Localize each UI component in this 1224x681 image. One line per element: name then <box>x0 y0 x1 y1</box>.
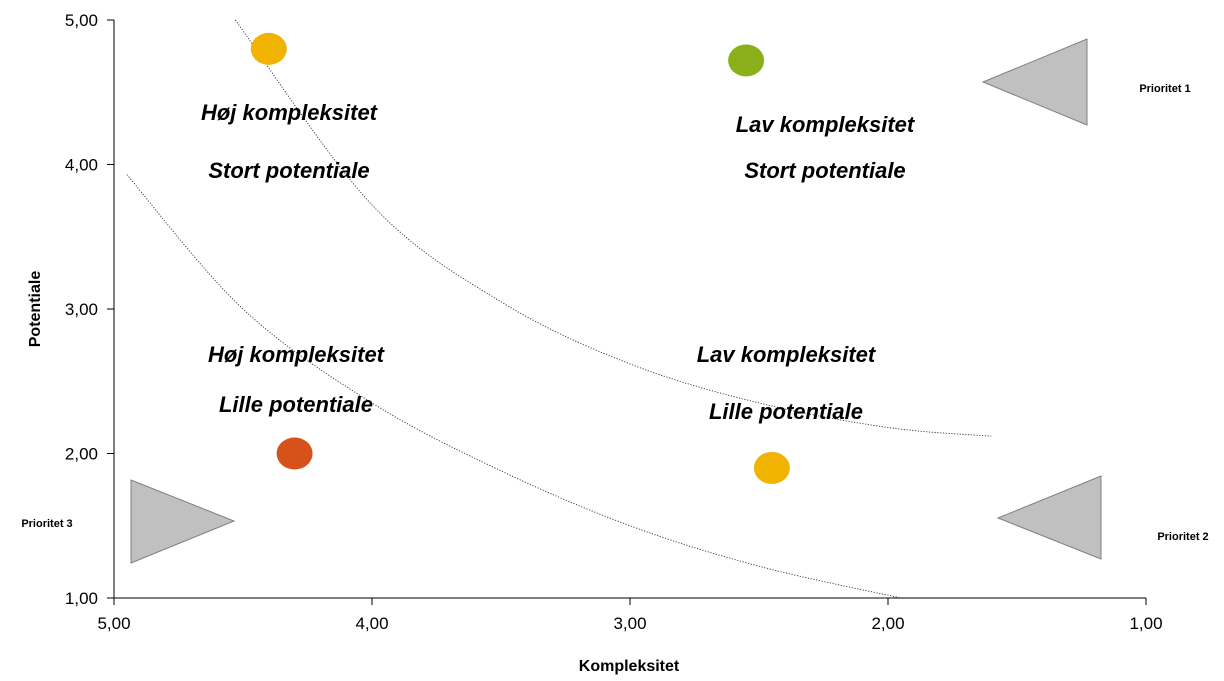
priority-1-label: Prioritet 1 <box>1139 83 1190 95</box>
boundary-curve-1 <box>234 19 992 437</box>
priority-2-arrow <box>996 475 1102 560</box>
data-point <box>728 44 765 77</box>
priority-2-label: Prioritet 2 <box>1157 531 1208 543</box>
boundary-curve-2 <box>126 174 901 599</box>
y-tick-label: 5,00 <box>65 11 98 30</box>
x-tick-label: 5,00 <box>97 614 130 633</box>
x-tick-label: 2,00 <box>871 614 904 633</box>
annotation-bottom-left-line1: Høj kompleksitet <box>208 342 386 367</box>
y-axis-title: Potentiale <box>27 271 44 348</box>
y-tick-label: 4,00 <box>65 156 98 175</box>
y-tick-label: 3,00 <box>65 300 98 319</box>
x-tick-label: 3,00 <box>613 614 646 633</box>
data-point <box>753 451 790 484</box>
priority-1-arrow <box>981 38 1088 126</box>
annotation-bottom-right-line2: Lille potentiale <box>709 399 863 424</box>
priority-3-label: Prioritet 3 <box>21 518 72 530</box>
y-tick-label: 2,00 <box>65 445 98 464</box>
priority-3-arrow <box>130 479 236 564</box>
data-point <box>276 437 313 470</box>
annotation-top-right-line1: Lav kompleksitet <box>736 112 916 137</box>
annotation-top-left-line1: Høj kompleksitet <box>201 100 379 125</box>
annotation-top-left-line2: Stort potentiale <box>208 158 369 183</box>
annotation-bottom-right-line1: Lav kompleksitet <box>697 342 877 367</box>
x-axis-title: Kompleksitet <box>579 658 680 675</box>
annotation-bottom-left-line2: Lille potentiale <box>219 392 373 417</box>
data-point <box>250 32 287 65</box>
y-tick-label: 1,00 <box>65 589 98 608</box>
x-tick-label: 4,00 <box>355 614 388 633</box>
annotation-top-right-line2: Stort potentiale <box>744 158 905 183</box>
x-tick-label: 1,00 <box>1129 614 1162 633</box>
